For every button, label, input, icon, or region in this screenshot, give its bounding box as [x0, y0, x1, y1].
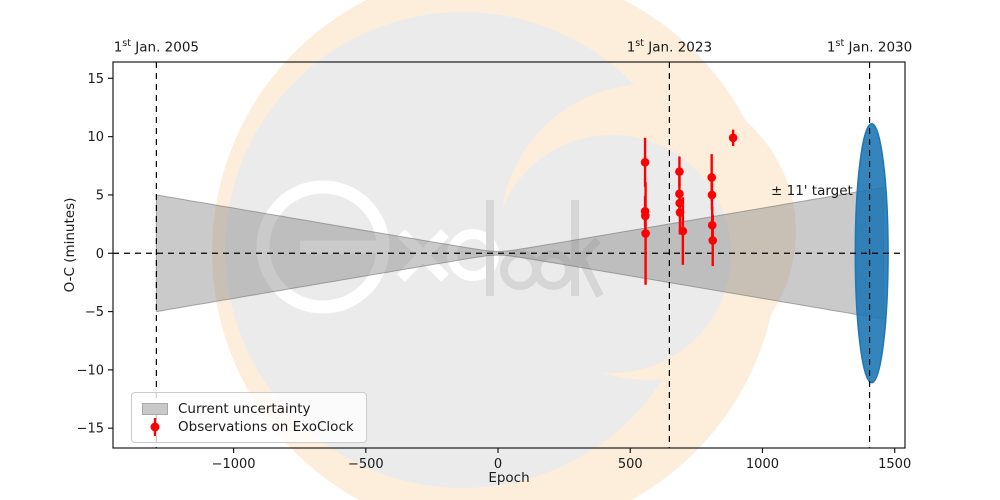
x-tick-label: −500	[348, 457, 384, 472]
date-label-2023: 1st Jan. 2023	[626, 38, 713, 56]
legend-entry-observations: Observations on ExoClock	[140, 417, 356, 436]
y-tick-label: −15	[77, 422, 104, 437]
legend-entry-uncertainty: Current uncertainty	[140, 400, 356, 417]
y-axis-title: O-C (minutes)	[62, 197, 78, 293]
target-annotation: ± 11' target	[771, 183, 853, 199]
data-point	[641, 211, 650, 221]
legend: Current uncertainty Observations on ExoC…	[131, 392, 367, 443]
y-tick-label: 0	[96, 247, 104, 262]
watermark-word-lock	[486, 200, 604, 298]
x-axis-ticks: −1000 −500 0 500 1000 1500	[212, 448, 911, 472]
uncertainty-patch-icon	[142, 402, 168, 415]
data-point	[707, 220, 717, 230]
date-label-2005: 1st Jan. 2005	[113, 38, 200, 56]
data-point	[708, 236, 718, 245]
x-tick-label: −1000	[212, 457, 256, 472]
data-point	[675, 208, 685, 217]
points-observations-on-exoclock	[640, 133, 738, 245]
data-point	[707, 190, 717, 200]
data-point	[707, 173, 716, 182]
legend-label-uncertainty: Current uncertainty	[178, 400, 311, 417]
x-tick-label: 1500	[878, 457, 911, 472]
y-tick-label: 15	[87, 72, 104, 87]
x-tick-label: 0	[494, 457, 502, 472]
errorbar-point-icon	[150, 417, 160, 436]
axes-spines	[112, 61, 906, 449]
y-tick-label: −10	[77, 363, 104, 378]
y-tick-label: −5	[85, 305, 104, 320]
y-tick-label: 5	[96, 188, 104, 203]
x-tick-label: 1000	[746, 457, 779, 472]
y-tick-label: 10	[87, 130, 104, 145]
data-point	[641, 229, 650, 238]
data-point	[675, 167, 684, 176]
x-axis-title: Epoch	[488, 470, 530, 486]
date-label-2030: 1st Jan. 2030	[826, 38, 913, 56]
data-point	[678, 226, 688, 236]
legend-label-observations: Observations on ExoClock	[178, 418, 354, 435]
data-point	[675, 189, 684, 199]
data-point	[640, 157, 650, 167]
data-point	[728, 133, 738, 143]
watermark-word-exo	[256, 180, 499, 314]
data-point	[675, 198, 684, 208]
x-tick-label: 500	[618, 457, 643, 472]
watermark-crescent-inner	[493, 135, 731, 373]
y-axis-ticks: −15 −10 −5 0 5 10 15	[77, 72, 113, 437]
